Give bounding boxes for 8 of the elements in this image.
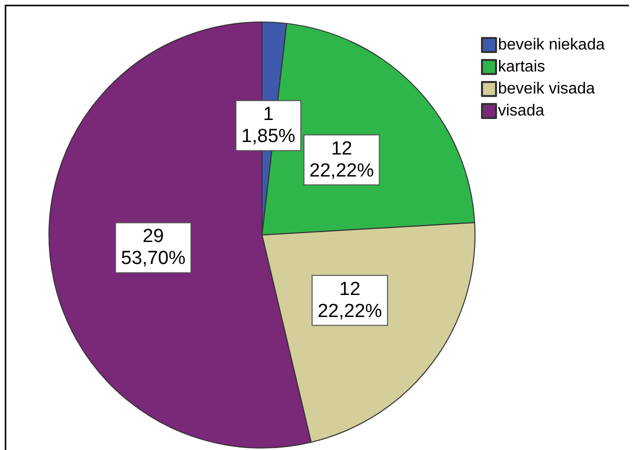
data-label: 12 22,22% — [309, 138, 374, 182]
legend-label: visada — [498, 102, 544, 120]
legend-label: beveik visada — [498, 80, 596, 98]
data-label: 12 22,22% — [318, 278, 382, 322]
legend-label: kartais — [498, 58, 546, 76]
legend-label: beveik niekada — [498, 36, 605, 54]
data-label: 29 53,70% — [121, 226, 186, 270]
data-label: 1 1,85% — [241, 104, 296, 148]
